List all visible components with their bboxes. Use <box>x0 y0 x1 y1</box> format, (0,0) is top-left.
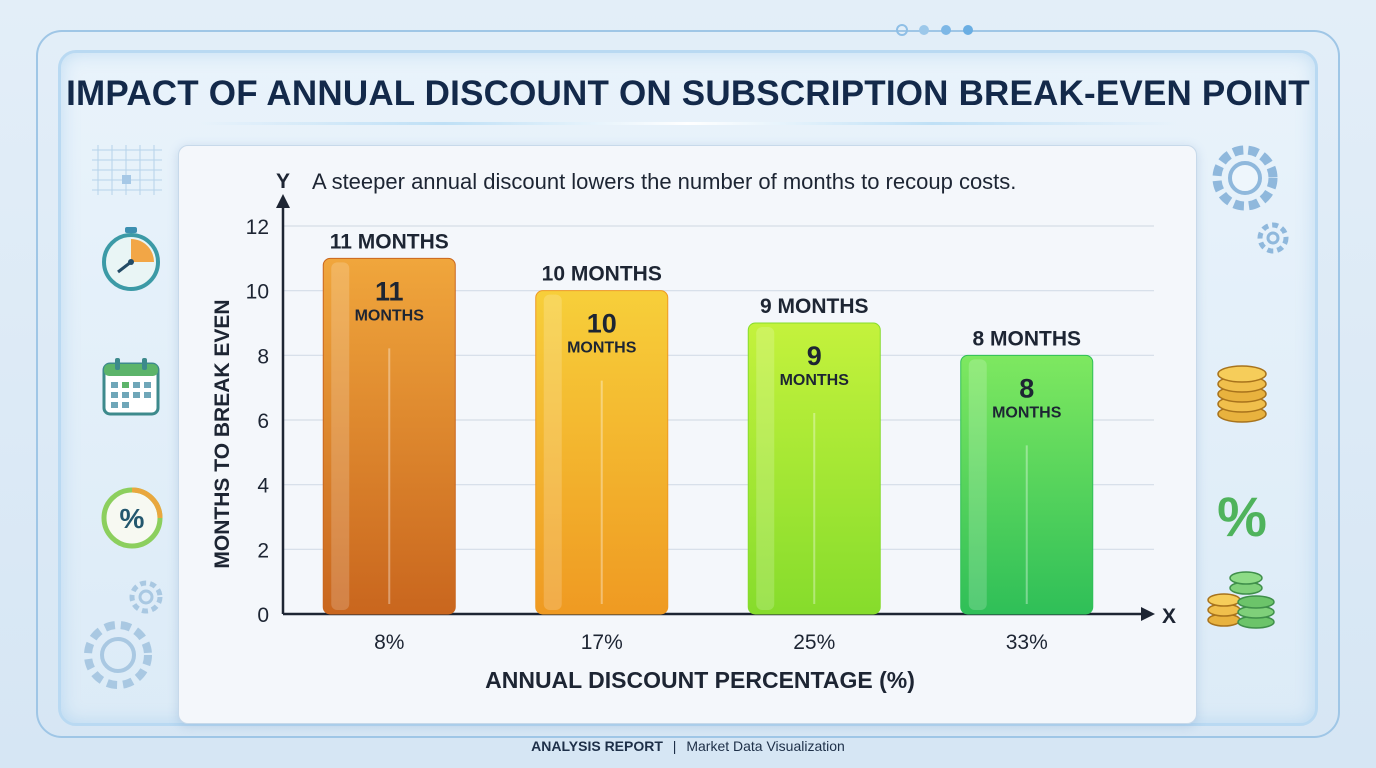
bar-gloss <box>756 327 775 610</box>
x-tick-label: 17% <box>581 631 623 654</box>
y-axis-arrow <box>276 194 290 208</box>
y-axis-title: MONTHS TO BREAK EVEN <box>211 299 234 568</box>
bar <box>535 290 669 615</box>
bar-value-number: 11 <box>375 276 404 306</box>
x-tick-label: 8% <box>374 631 404 654</box>
footer-label: ANALYSIS REPORT <box>531 738 663 754</box>
calendar-icon <box>102 358 160 416</box>
x-tick-label: 25% <box>793 631 835 654</box>
stopwatch-icon <box>102 227 160 291</box>
bar-gloss <box>968 359 987 610</box>
bar-value-unit: MONTHS <box>992 404 1062 421</box>
bar-value-number: 9 <box>807 341 822 371</box>
svg-text:%: % <box>120 503 145 534</box>
bar-top-label: 8 MONTHS <box>972 327 1081 350</box>
y-tick-label: 6 <box>257 410 269 433</box>
y-axis-letter: Y <box>276 170 290 193</box>
decorative-dots <box>896 24 973 36</box>
x-axis-letter: X <box>1162 605 1176 628</box>
footer: ANALYSIS REPORT | Market Data Visualizat… <box>0 738 1376 754</box>
y-tick-label: 2 <box>257 539 269 562</box>
y-tick-label: 4 <box>257 475 269 498</box>
y-tick-label: 0 <box>257 604 269 627</box>
bar-value-number: 8 <box>1019 373 1034 403</box>
footer-text: Market Data Visualization <box>686 738 845 754</box>
title-underline <box>200 122 1176 125</box>
x-axis-arrow <box>1141 607 1155 621</box>
bar-value-unit: MONTHS <box>567 340 637 357</box>
percent-badge-icon: % <box>101 487 163 549</box>
x-axis-title: ANNUAL DISCOUNT PERCENTAGE (%) <box>485 667 915 693</box>
bar <box>747 322 881 615</box>
bar-top-label: 10 MONTHS <box>542 263 662 286</box>
footer-separator: | <box>672 738 677 754</box>
gears-icon <box>84 580 163 689</box>
settings-gears-icon <box>1212 145 1289 254</box>
bar-value-unit: MONTHS <box>355 307 425 324</box>
bar-gloss <box>331 262 350 610</box>
bar <box>322 257 456 615</box>
y-tick-label: 12 <box>246 216 269 239</box>
y-tick-label: 8 <box>257 345 269 368</box>
bar-value-number: 10 <box>587 309 617 339</box>
bar <box>960 354 1094 615</box>
cash-stack-icon <box>1207 571 1275 629</box>
x-tick-label: 33% <box>1006 631 1048 654</box>
bar-value-unit: MONTHS <box>780 372 850 389</box>
y-tick-label: 10 <box>246 281 269 304</box>
bars <box>322 257 1094 615</box>
bar-top-label: 11 MONTHS <box>330 230 449 253</box>
coin-stack-icon <box>1217 365 1267 423</box>
chart-title: IMPACT OF ANNUAL DISCOUNT ON SUBSCRIPTIO… <box>66 74 1310 113</box>
svg-text:%: % <box>1217 486 1267 546</box>
percent-sign-icon: % <box>1217 486 1267 546</box>
outer-frame <box>36 30 1340 738</box>
chart-subtitle: A steeper annual discount lowers the num… <box>312 169 1016 194</box>
bar-top-label: 9 MONTHS <box>760 295 869 318</box>
bar-gloss <box>543 294 562 610</box>
grid-pattern-icon <box>92 145 162 195</box>
chart-panel: 0 2 4 6 8 10 12 11 MONTHS 11 MONTHS 8% 10 MONTHS 10 M… <box>178 145 1197 724</box>
